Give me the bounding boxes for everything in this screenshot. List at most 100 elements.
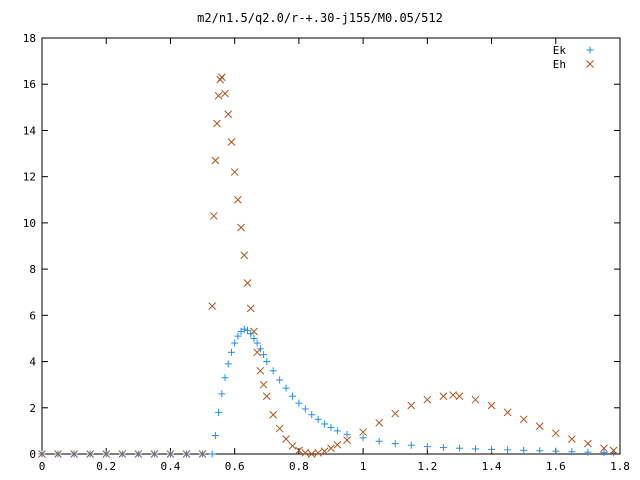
data-point-eh: [213, 119, 221, 128]
data-point-eh: [343, 436, 351, 444]
data-point-eh: [209, 212, 218, 220]
series-ek: [38, 325, 618, 458]
data-point-eh: [211, 156, 220, 165]
data-point-eh: [224, 110, 233, 119]
data-point-ek: [568, 448, 576, 456]
data-point-ek: [552, 447, 560, 455]
data-point-ek: [276, 376, 284, 384]
data-point-ek: [240, 325, 248, 333]
data-point-ek: [263, 358, 271, 366]
plot-frame: [41, 37, 621, 455]
data-point-eh: [214, 91, 223, 100]
data-point-ek: [333, 427, 341, 435]
y-tick-label: 4: [29, 356, 36, 369]
legend-label-ek: Ek: [553, 44, 567, 57]
series-layer: [38, 73, 618, 458]
x-tick-label: 0.4: [161, 460, 181, 473]
data-point-ek: [295, 399, 303, 407]
data-point-ek: [224, 360, 232, 368]
data-point-eh: [423, 395, 432, 404]
legend-marker-eh: [586, 60, 594, 68]
y-tick-label: 16: [23, 78, 36, 91]
data-point-eh: [243, 279, 252, 287]
data-point-eh: [217, 73, 226, 82]
data-point-ek: [231, 339, 239, 347]
data-point-eh: [320, 447, 329, 456]
y-tick-label: 0: [29, 448, 36, 461]
data-point-eh: [359, 428, 367, 436]
data-point-eh: [567, 435, 576, 443]
data-point-eh: [314, 448, 323, 457]
x-axis: 0 0.2 0.4 0.6 0.8 1 1.2 1.4 1.6 1.8: [39, 38, 630, 473]
data-point-ek: [282, 384, 290, 392]
data-point-eh: [282, 435, 290, 443]
data-point-ek: [253, 339, 261, 347]
data-point-ek: [244, 326, 252, 334]
y-tick-label: 8: [29, 263, 36, 276]
data-point-eh: [449, 391, 457, 399]
data-point-eh: [134, 450, 143, 458]
data-point-eh: [439, 392, 448, 401]
legend-label-eh: Eh: [553, 58, 566, 71]
series-eh: [38, 73, 618, 458]
data-point-eh: [333, 440, 342, 449]
data-point-ek: [314, 415, 322, 423]
data-point-eh: [269, 410, 278, 419]
data-point-eh: [198, 450, 207, 458]
data-point-eh: [70, 450, 78, 458]
x-tick-label: 0.8: [289, 460, 309, 473]
chart-title: m2/n1.5/q2.0/r-+.30-j155/M0.05/512: [197, 11, 443, 25]
data-point-ek: [600, 449, 608, 457]
data-point-ek: [536, 447, 544, 455]
y-tick-label: 18: [23, 32, 36, 45]
x-tick-label: 0: [39, 460, 46, 473]
data-point-eh: [38, 450, 46, 458]
data-point-ek: [391, 440, 399, 448]
data-point-eh: [166, 450, 175, 458]
y-tick-label: 12: [23, 171, 36, 184]
y-tick-label: 2: [29, 402, 36, 415]
data-point-eh: [250, 327, 258, 336]
data-point-eh: [262, 392, 271, 401]
x-tick-label: 0.6: [225, 460, 245, 473]
data-point-ek: [211, 432, 219, 440]
data-point-ek: [423, 443, 431, 451]
data-point-eh: [407, 401, 416, 410]
data-point-eh: [307, 450, 316, 458]
data-point-ek: [215, 408, 223, 416]
data-point-eh: [391, 409, 400, 418]
data-point-ek: [472, 445, 479, 453]
data-point-ek: [247, 330, 255, 338]
data-point-eh: [609, 446, 618, 455]
data-point-eh: [551, 429, 560, 438]
data-point-ek: [321, 420, 329, 428]
data-point-ek: [234, 332, 242, 340]
y-tick-label: 14: [23, 124, 37, 137]
data-point-eh: [375, 418, 384, 427]
data-point-ek: [327, 423, 335, 431]
data-point-ek: [343, 430, 351, 438]
data-point-ek: [308, 411, 316, 419]
x-tick-label: 0.2: [96, 460, 116, 473]
x-tick-label: 1: [360, 460, 367, 473]
data-point-ek: [439, 444, 447, 452]
data-point-ek: [221, 374, 229, 382]
data-point-ek: [269, 367, 277, 375]
data-point-eh: [54, 450, 62, 458]
plot-area: [41, 37, 621, 455]
data-point-ek: [260, 351, 268, 359]
y-tick-label: 10: [23, 217, 36, 230]
data-point-eh: [600, 444, 608, 453]
data-point-eh: [221, 89, 229, 98]
data-point-eh: [288, 442, 297, 450]
data-point-eh: [487, 401, 496, 410]
data-point-ek: [520, 446, 528, 454]
x-tick-label: 1.4: [482, 460, 502, 473]
data-point-ek: [359, 434, 367, 442]
data-point-eh: [295, 446, 303, 455]
x-tick-label: 1.6: [546, 460, 566, 473]
data-point-ek: [375, 437, 383, 445]
legend-marker-ek: [586, 46, 594, 54]
